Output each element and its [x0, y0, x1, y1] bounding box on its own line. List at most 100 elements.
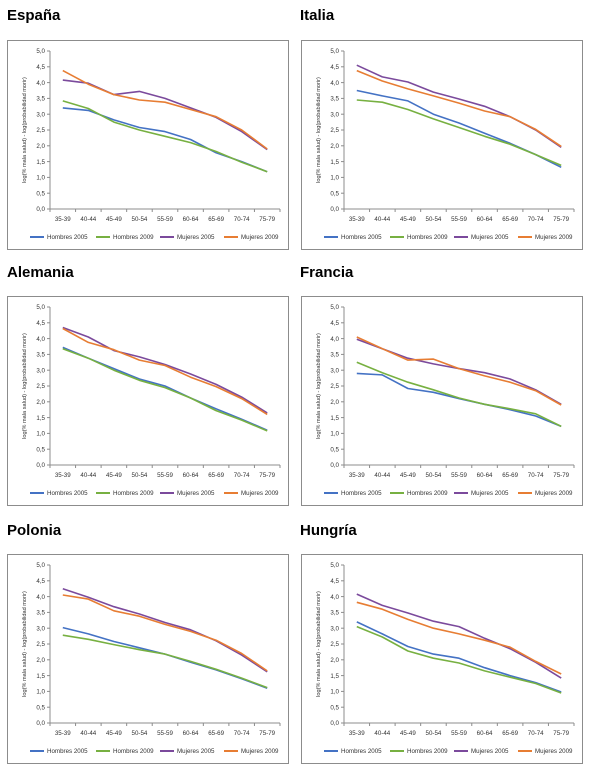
y-tick-label: 5,0	[36, 304, 45, 311]
chart-title-hungria: Hungría	[300, 522, 357, 539]
x-tick-label: 60-64	[477, 216, 493, 223]
x-tick-label: 75-79	[259, 730, 275, 737]
y-tick-label: 3,0	[330, 111, 339, 118]
x-tick-label: 35-39	[55, 216, 71, 223]
series-line-mujeres-2005	[62, 79, 268, 151]
series-line-mujeres-2005	[356, 593, 562, 679]
chart-title-alemania: Alemania	[7, 264, 74, 281]
y-tick-label: 3,5	[330, 610, 339, 617]
x-tick-label: 65-69	[208, 216, 224, 223]
x-tick-label: 40-44	[374, 472, 390, 479]
chart-italia: log(% mala salud) - log(probabilidad mor…	[316, 48, 575, 241]
series-line-mujeres-2005	[356, 64, 562, 149]
y-tick-label: 4,5	[330, 578, 339, 585]
series-line-mujeres-2009	[62, 594, 268, 672]
x-tick-label: 35-39	[55, 730, 71, 737]
series-line-mujeres-2005	[62, 587, 268, 673]
y-tick-label: 2,0	[330, 399, 339, 406]
series-line-hombres-2005	[356, 89, 562, 169]
y-tick-label: 2,0	[36, 399, 45, 406]
legend-label-hombres-2005: Hombres 2005	[341, 234, 382, 241]
x-tick-label: 40-44	[374, 730, 390, 737]
x-tick-label: 70-74	[234, 472, 250, 479]
chart-panel-italia: log(% mala salud) - log(probabilidad mor…	[301, 40, 583, 250]
series-line-mujeres-2009	[356, 69, 562, 148]
y-tick-label: 3,0	[36, 625, 45, 632]
y-tick-label: 2,0	[330, 657, 339, 664]
y-tick-label: 1,5	[330, 159, 339, 166]
legend-label-mujeres-2009: Mujeres 2009	[535, 748, 573, 755]
y-tick-label: 4,5	[36, 578, 45, 585]
x-tick-label: 40-44	[80, 472, 96, 479]
y-tick-label: 4,5	[36, 320, 45, 327]
y-tick-label: 5,0	[330, 562, 339, 569]
series-line-mujeres-2005	[356, 338, 562, 405]
y-axis-label: log(% mala salud) - log(probabilidad mor…	[22, 333, 28, 439]
chart-panel-alemania: log(% mala salud) - log(probabilidad mor…	[7, 296, 289, 506]
x-tick-label: 55-59	[157, 730, 173, 737]
x-tick-label: 65-69	[208, 472, 224, 479]
y-axis-label: log(% mala salud) - log(probabilidad mor…	[316, 333, 322, 439]
x-tick-label: 70-74	[234, 216, 250, 223]
y-tick-label: 4,0	[36, 80, 45, 87]
y-tick-label: 0,0	[36, 206, 45, 213]
chart-hungria: log(% mala salud) - log(probabilidad mor…	[316, 562, 575, 755]
x-tick-label: 65-69	[502, 730, 518, 737]
x-tick-label: 45-49	[106, 216, 122, 223]
x-tick-label: 65-69	[502, 472, 518, 479]
x-tick-label: 75-79	[553, 730, 569, 737]
x-tick-label: 50-54	[426, 730, 442, 737]
legend-label-hombres-2009: Hombres 2009	[113, 490, 154, 497]
x-tick-label: 55-59	[451, 730, 467, 737]
y-tick-label: 1,5	[36, 415, 45, 422]
x-tick-label: 55-59	[157, 472, 173, 479]
series-line-hombres-2009	[356, 361, 562, 428]
y-tick-label: 4,5	[330, 320, 339, 327]
chart-title-espana: España	[7, 7, 61, 24]
y-tick-label: 4,0	[330, 336, 339, 343]
chart-title-polonia: Polonia	[7, 522, 62, 539]
y-tick-label: 3,0	[36, 367, 45, 374]
y-tick-label: 2,5	[330, 383, 339, 390]
series-line-hombres-2005	[356, 372, 562, 428]
legend-label-hombres-2009: Hombres 2009	[407, 490, 448, 497]
y-tick-label: 1,0	[330, 431, 339, 438]
y-tick-label: 5,0	[330, 48, 339, 55]
x-tick-label: 40-44	[80, 216, 96, 223]
y-tick-label: 2,5	[330, 127, 339, 134]
x-tick-label: 55-59	[157, 216, 173, 223]
x-tick-label: 50-54	[426, 216, 442, 223]
series-line-mujeres-2009	[62, 327, 268, 416]
y-tick-label: 3,5	[36, 610, 45, 617]
legend-label-hombres-2009: Hombres 2009	[113, 234, 154, 241]
y-tick-label: 1,5	[36, 159, 45, 166]
x-tick-label: 35-39	[349, 730, 365, 737]
series-line-hombres-2009	[356, 99, 562, 167]
x-tick-label: 55-59	[451, 216, 467, 223]
legend-label-hombres-2009: Hombres 2009	[407, 234, 448, 241]
y-tick-label: 0,5	[330, 446, 339, 453]
legend-label-mujeres-2005: Mujeres 2005	[471, 490, 509, 497]
y-tick-label: 2,5	[36, 383, 45, 390]
y-tick-label: 1,0	[330, 689, 339, 696]
y-tick-label: 1,5	[330, 415, 339, 422]
y-tick-label: 0,0	[330, 462, 339, 469]
legend-label-mujeres-2009: Mujeres 2009	[535, 234, 573, 241]
x-tick-label: 60-64	[183, 472, 199, 479]
series-line-mujeres-2009	[62, 69, 268, 150]
legend-label-hombres-2005: Hombres 2005	[341, 748, 382, 755]
y-tick-label: 3,5	[330, 352, 339, 359]
y-tick-label: 2,5	[36, 641, 45, 648]
y-tick-label: 4,0	[36, 336, 45, 343]
y-tick-label: 1,5	[36, 673, 45, 680]
chart-panel-espana: log(% mala salud) - log(probabilidad mor…	[7, 40, 289, 250]
y-tick-label: 4,5	[330, 64, 339, 71]
x-tick-label: 60-64	[183, 730, 199, 737]
y-tick-label: 0,5	[330, 704, 339, 711]
y-tick-label: 3,0	[36, 111, 45, 118]
y-tick-label: 0,0	[36, 720, 45, 727]
y-tick-label: 2,5	[330, 641, 339, 648]
x-tick-label: 50-54	[132, 730, 148, 737]
y-axis-label: log(% mala salud) - log(probabilidad mor…	[22, 77, 28, 183]
y-axis-label: log(% mala salud) - log(probabilidad mor…	[22, 591, 28, 697]
